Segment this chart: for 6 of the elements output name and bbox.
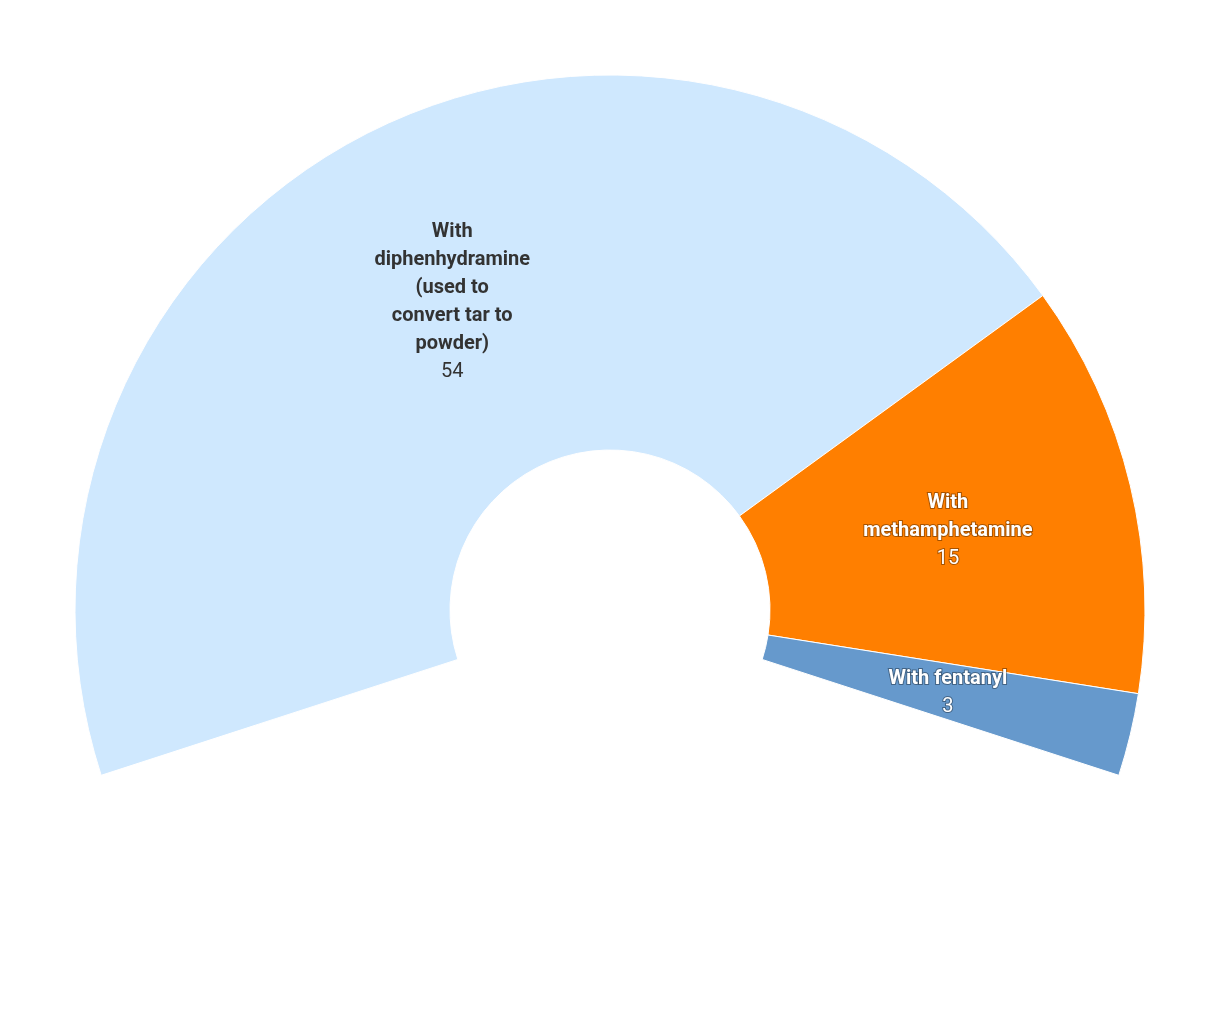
data-label: 54 (441, 358, 464, 383)
slice-label: With methamphetamine (863, 488, 1033, 541)
slice-label: With fentanyl (888, 665, 1008, 690)
data-label: 15 (936, 544, 960, 569)
data-label: 3 (942, 693, 954, 718)
slice-label: With diphenhydramine (used to convert tar to powder) (374, 218, 531, 355)
